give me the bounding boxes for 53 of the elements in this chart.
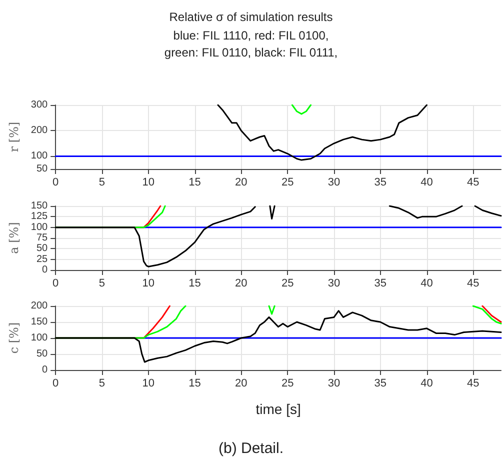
y-tick-label: 300 — [30, 100, 48, 110]
y-tick-label: 0 — [42, 364, 48, 376]
x-tick-label: 0 — [52, 176, 59, 188]
x-tick-label: 30 — [328, 176, 340, 188]
text: (b) Detail. — [218, 440, 284, 457]
y-tick-label: 50 — [36, 164, 48, 174]
x-tick-label: 35 — [374, 378, 386, 390]
x-axis-title: time [s] — [256, 401, 301, 417]
x-tick-label: 10 — [142, 278, 155, 290]
x-tick-label: 30 — [328, 378, 340, 390]
x-tick-label: 10 — [142, 176, 155, 188]
y-tick-label: 100 — [30, 222, 48, 233]
x-tick-label: 40 — [420, 278, 433, 290]
x-tick-label: 20 — [235, 378, 248, 390]
y-axis-title: c [%] — [7, 322, 21, 354]
x-tick-label: 20 — [235, 278, 248, 290]
x-tick-label: 35 — [374, 176, 386, 188]
y-tick-label: 100 — [30, 332, 48, 344]
y-tick-label: 150 — [30, 316, 48, 328]
y-tick-label: 0 — [42, 264, 48, 276]
y-tick-label: 50 — [36, 243, 48, 254]
chart-subtitle: blue: FIL 1110, red: FIL 0100, green: FIL 0110, black: FIL 0111, — [164, 28, 338, 60]
x-tick-label: 0 — [52, 278, 59, 290]
x-tick-label: 5 — [98, 278, 106, 290]
y-tick-label: 125 — [30, 211, 48, 222]
x-tick-label: 45 — [467, 176, 480, 188]
y-tick-label: 25 — [36, 254, 48, 265]
x-tick-label: 30 — [328, 278, 340, 290]
x-tick-label: 15 — [188, 378, 201, 390]
y-tick-label: 50 — [36, 348, 48, 360]
x-tick-label: 25 — [281, 278, 294, 290]
x-tick-label: 15 — [188, 176, 201, 188]
x-tick-label: 5 — [98, 176, 106, 188]
x-tick-label: 40 — [420, 378, 433, 390]
x-tick-label: 40 — [420, 176, 433, 188]
y-axis-title: a [%] — [7, 222, 21, 254]
x-tick-label: 10 — [142, 378, 155, 390]
y-axis-title: r [%] — [7, 122, 21, 152]
y-tick-label: 100 — [30, 150, 48, 162]
x-tick-label: 25 — [281, 176, 294, 188]
y-tick-label: 75 — [36, 232, 48, 244]
x-tick-label: 45 — [467, 278, 480, 290]
y-tick-label: 200 — [30, 125, 48, 136]
x-tick-label: 20 — [235, 176, 248, 188]
y-tick-label: 200 — [30, 300, 48, 312]
x-tick-label: 25 — [281, 378, 294, 390]
x-tick-label: 0 — [52, 378, 59, 390]
x-tick-label: 35 — [374, 278, 386, 290]
x-tick-label: 45 — [467, 378, 480, 390]
x-tick-label: 5 — [98, 378, 106, 390]
x-tick-label: 15 — [188, 278, 201, 290]
y-tick-label: 150 — [30, 200, 48, 212]
chart-title: Relative σ of simulation results — [169, 10, 333, 24]
